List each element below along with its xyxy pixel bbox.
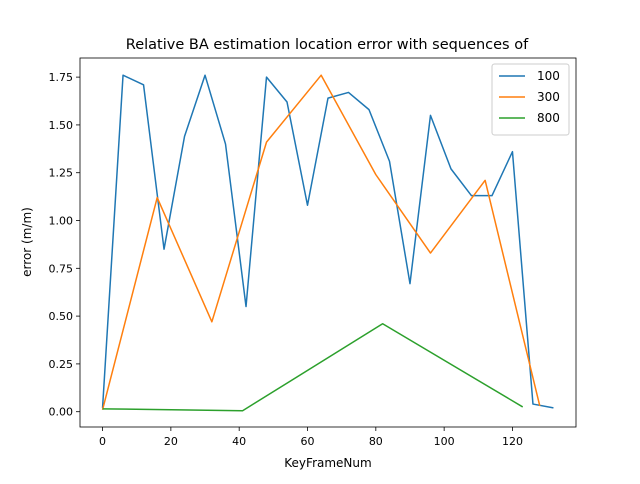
legend: 100 300 800 — [491, 63, 570, 136]
y-tick-label: 0.50 — [49, 310, 74, 323]
legend-label-100: 100 — [537, 69, 560, 83]
series-line-300 — [101, 74, 541, 410]
x-tick-label: 40 — [232, 435, 246, 448]
y-axis-label: error (m/m) — [20, 207, 34, 277]
y-tick-label: 0.75 — [49, 262, 74, 275]
x-axis-label: KeyFrameNum — [284, 456, 371, 470]
x-tick-label: 20 — [164, 435, 178, 448]
y-tick-label: 0.25 — [49, 358, 74, 371]
y-tick-label: 1.25 — [49, 167, 74, 180]
series-layer — [101, 74, 554, 412]
y-tick-label: 1.75 — [49, 71, 74, 84]
x-tick-label: 120 — [502, 435, 523, 448]
series-line-100 — [101, 74, 554, 409]
chart-title: Relative BA estimation location error wi… — [126, 37, 529, 53]
y-tick-label: 0.00 — [49, 406, 74, 419]
y-tick-label: 1.00 — [49, 215, 74, 228]
x-tick-label: 60 — [301, 435, 315, 448]
legend-label-800: 800 — [537, 111, 560, 125]
series-line-800 — [102, 323, 524, 412]
x-tick-label: 0 — [99, 435, 106, 448]
x-tick-label: 100 — [434, 435, 455, 448]
legend-label-300: 300 — [537, 90, 560, 104]
x-tick-label: 80 — [369, 435, 383, 448]
x-axis: 0 20 40 60 80 100 120 — [99, 427, 523, 448]
y-axis: 0.00 0.25 0.50 0.75 1.00 1.25 1.50 1.75 — [49, 71, 80, 419]
plot-frame — [79, 57, 577, 428]
y-tick-label: 1.50 — [49, 119, 74, 132]
